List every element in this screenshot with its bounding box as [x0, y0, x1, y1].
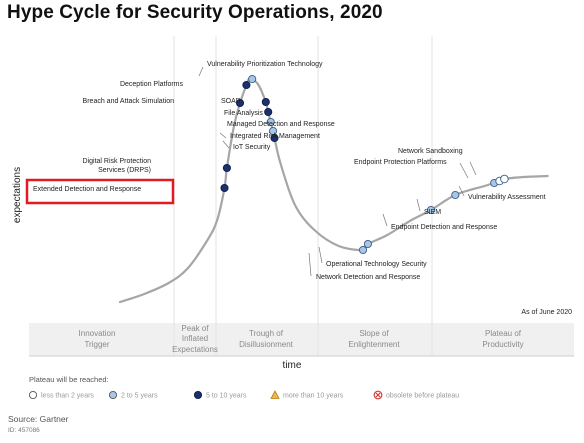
x-axis-label: time: [283, 360, 302, 371]
legend-marker: [28, 390, 38, 400]
y-axis-label: expectations: [12, 167, 23, 223]
tech-point: [426, 205, 436, 215]
legend-label: obsolete before plateau: [386, 393, 459, 400]
source-id: ID: 457086: [8, 427, 40, 434]
tech-label: Operational Technology Security: [326, 261, 427, 268]
legend-label: 2 to 5 years: [121, 393, 158, 400]
leader-line: [222, 140, 230, 149]
tech-point: [500, 174, 509, 184]
tech-label: Vulnerability Assessment: [468, 194, 546, 201]
legend-marker: [373, 390, 383, 400]
tech-label: Deception Platforms: [120, 81, 184, 88]
legend-label: more than 10 years: [283, 393, 344, 400]
as-of-label: As of June 2020: [521, 309, 572, 316]
tech-label: Network Detection and Response: [316, 274, 420, 281]
leader-line: [416, 198, 421, 212]
tech-point: [363, 239, 372, 249]
tech-point: [451, 190, 460, 200]
tech-label: Digital Risk Protection Services (DRPS): [83, 158, 152, 174]
chart-title: Hype Cycle for Security Operations, 2020: [7, 2, 383, 23]
leader-line: [458, 185, 465, 197]
tech-point: [358, 245, 368, 255]
tech-label: File Analysis: [224, 110, 263, 117]
leader-line: [318, 246, 323, 264]
tech-point: [248, 74, 257, 84]
legend-title: Plateau will be reached:: [29, 375, 109, 384]
tech-label: Network Sandboxing: [398, 148, 463, 155]
tech-point: [242, 80, 251, 90]
tech-point: [270, 133, 279, 143]
source-label: Source: Gartner: [8, 414, 69, 424]
tech-label: Endpoint Protection Platforms: [354, 159, 447, 166]
tech-label: IoT Security: [233, 144, 271, 151]
legend-label: less than 2 years: [41, 393, 94, 400]
tech-label: SIEM: [424, 209, 441, 216]
leader-line: [382, 213, 388, 227]
phase-band: [29, 323, 574, 356]
phase-trough: Trough of Disillusionment: [239, 329, 294, 349]
legend-marker: [108, 390, 118, 400]
phase-innovation-trigger: Innovation Trigger: [79, 329, 116, 349]
leader-line: [198, 66, 204, 77]
leader-line: [308, 252, 312, 277]
tech-label: Endpoint Detection and Response: [391, 224, 497, 231]
tech-label: SOAR: [221, 98, 241, 105]
tech-label: Integrated Risk Management: [230, 133, 320, 140]
tech-label: Managed Detection and Response: [227, 121, 335, 128]
tech-point: [222, 163, 231, 173]
leader-line: [469, 161, 477, 176]
leader-line: [219, 132, 227, 139]
tech-label: Extended Detection and Response: [33, 186, 141, 193]
legend-marker: [270, 390, 280, 399]
tech-label: Breach and Attack Simulation: [83, 98, 175, 105]
highlight-box: [25, 178, 175, 205]
leader-line: [459, 162, 469, 179]
phase-plateau: Plateau of Productivity: [482, 329, 523, 349]
tech-label: Vulnerability Prioritization Technology: [207, 61, 323, 68]
phase-slope: Slope of Enlightenment: [348, 329, 400, 349]
tech-point: [235, 98, 245, 108]
tech-point: [261, 97, 270, 107]
phase-peak: Peak of Inflated Expectations: [172, 324, 218, 354]
legend-marker: [193, 390, 203, 400]
tech-point: [266, 117, 275, 127]
legend-label: 5 to 10 years: [206, 393, 247, 400]
tech-point: [220, 183, 229, 193]
tech-point: [264, 107, 273, 117]
